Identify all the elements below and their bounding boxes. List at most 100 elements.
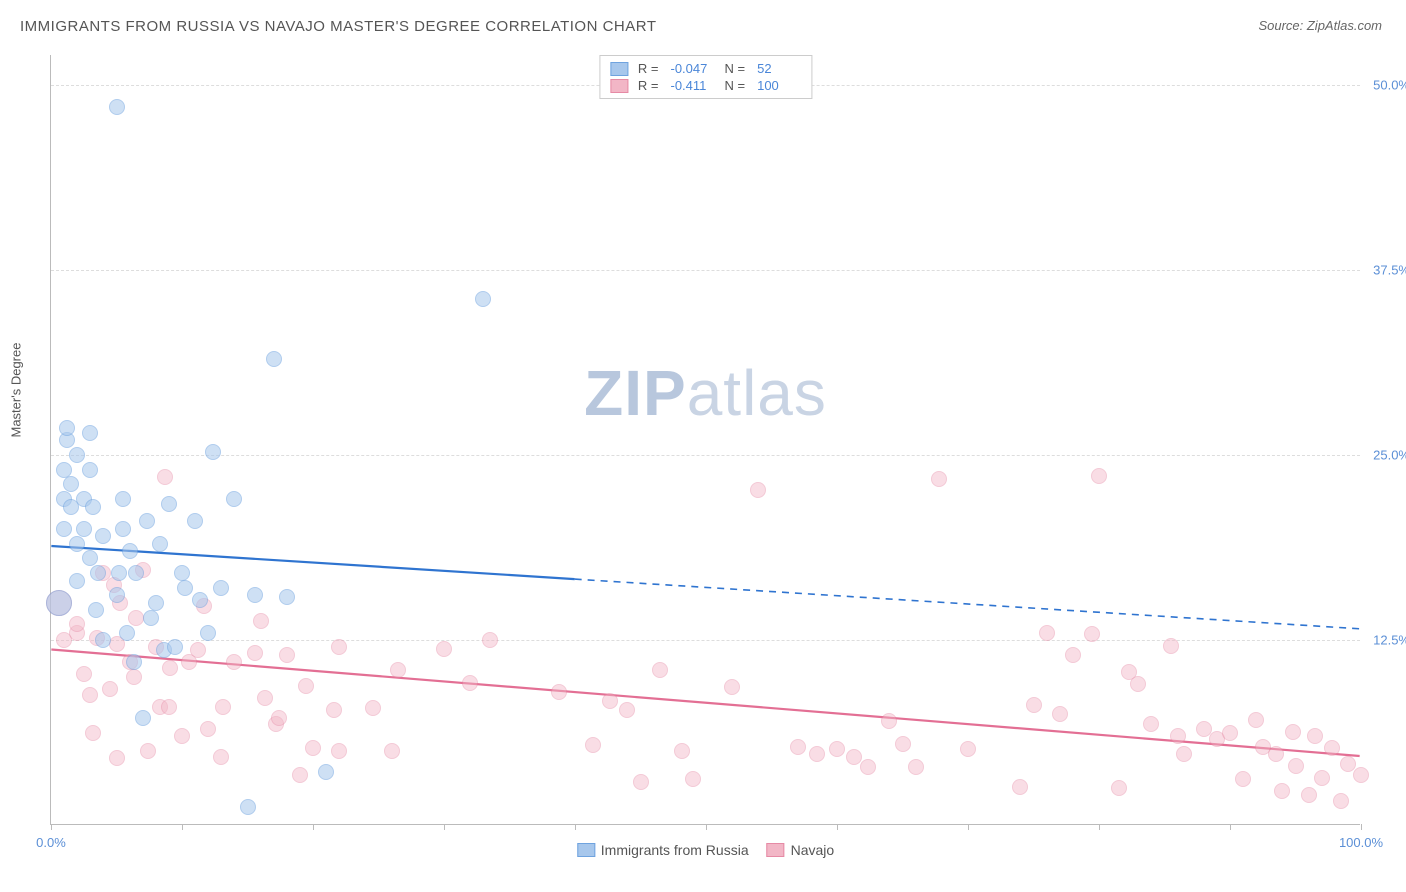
series-b-name: Navajo — [791, 842, 835, 858]
n-value-a: 52 — [757, 61, 801, 76]
data-point-russia — [82, 425, 98, 441]
data-point-navajo — [174, 728, 190, 744]
data-point-navajo — [482, 632, 498, 648]
data-point-navajo — [331, 743, 347, 759]
data-point-navajo — [140, 743, 156, 759]
data-point-navajo — [1163, 638, 1179, 654]
data-point-navajo — [674, 743, 690, 759]
data-point-navajo — [1285, 724, 1301, 740]
data-point-navajo — [85, 725, 101, 741]
r-label: R = — [638, 78, 659, 93]
data-point-russia — [213, 580, 229, 596]
data-point-navajo — [1084, 626, 1100, 642]
data-point-russia — [119, 625, 135, 641]
n-label: N = — [725, 78, 746, 93]
data-point-navajo — [1288, 758, 1304, 774]
data-point-russia — [174, 565, 190, 581]
data-point-russia — [63, 476, 79, 492]
data-point-navajo — [1039, 625, 1055, 641]
data-point-navajo — [226, 654, 242, 670]
x-tick — [1230, 824, 1231, 830]
data-point-navajo — [1111, 780, 1127, 796]
correlation-legend: R = -0.047 N = 52 R = -0.411 N = 100 — [599, 55, 812, 99]
data-point-navajo — [931, 471, 947, 487]
data-point-navajo — [69, 616, 85, 632]
legend-swatch-a2 — [577, 843, 595, 857]
data-point-russia — [88, 602, 104, 618]
data-point-navajo — [1143, 716, 1159, 732]
data-point-navajo — [602, 693, 618, 709]
data-point-navajo — [1065, 647, 1081, 663]
data-point-navajo — [960, 741, 976, 757]
data-point-russia — [115, 491, 131, 507]
chart-title: IMMIGRANTS FROM RUSSIA VS NAVAJO MASTER'… — [20, 18, 657, 35]
data-point-navajo — [895, 736, 911, 752]
data-point-russia — [192, 592, 208, 608]
n-label: N = — [725, 61, 746, 76]
data-point-navajo — [829, 741, 845, 757]
data-point-russia — [152, 536, 168, 552]
y-tick-label: 50.0% — [1362, 77, 1406, 92]
legend-item-b: Navajo — [767, 842, 835, 858]
series-legend: Immigrants from Russia Navajo — [577, 842, 834, 858]
x-tick — [575, 824, 576, 830]
data-point-russia — [69, 447, 85, 463]
data-point-navajo — [126, 669, 142, 685]
gridline — [51, 270, 1360, 271]
data-point-navajo — [790, 739, 806, 755]
legend-row-a: R = -0.047 N = 52 — [610, 60, 801, 77]
data-point-navajo — [750, 482, 766, 498]
y-axis-label: Master's Degree — [9, 343, 24, 438]
r-label: R = — [638, 61, 659, 76]
data-point-navajo — [1235, 771, 1251, 787]
data-point-navajo — [724, 679, 740, 695]
data-point-navajo — [161, 699, 177, 715]
data-point-russia — [69, 536, 85, 552]
x-tick — [1361, 824, 1362, 830]
data-point-navajo — [1012, 779, 1028, 795]
data-point-navajo — [1333, 793, 1349, 809]
data-point-russia — [177, 580, 193, 596]
data-point-navajo — [1176, 746, 1192, 762]
y-tick-label: 25.0% — [1362, 447, 1406, 462]
data-point-navajo — [1353, 767, 1369, 783]
trendline-solid — [51, 649, 1359, 755]
x-tick-label: 100.0% — [1339, 835, 1383, 850]
data-point-russia — [82, 462, 98, 478]
data-point-russia — [46, 590, 72, 616]
data-point-navajo — [82, 687, 98, 703]
x-tick — [51, 824, 52, 830]
data-point-navajo — [1307, 728, 1323, 744]
data-point-navajo — [200, 721, 216, 737]
data-point-russia — [266, 351, 282, 367]
data-point-russia — [115, 521, 131, 537]
gridline — [51, 455, 1360, 456]
data-point-navajo — [619, 702, 635, 718]
legend-swatch-b — [610, 79, 628, 93]
data-point-navajo — [1222, 725, 1238, 741]
data-point-navajo — [1274, 783, 1290, 799]
data-point-russia — [90, 565, 106, 581]
data-point-navajo — [652, 662, 668, 678]
data-point-navajo — [384, 743, 400, 759]
data-point-navajo — [102, 681, 118, 697]
data-point-navajo — [271, 710, 287, 726]
data-point-navajo — [1091, 468, 1107, 484]
data-point-navajo — [881, 713, 897, 729]
data-point-russia — [111, 565, 127, 581]
x-tick — [444, 824, 445, 830]
data-point-russia — [109, 587, 125, 603]
x-tick — [706, 824, 707, 830]
data-point-navajo — [1268, 746, 1284, 762]
x-tick — [968, 824, 969, 830]
data-point-navajo — [247, 645, 263, 661]
data-point-russia — [205, 444, 221, 460]
data-point-russia — [59, 420, 75, 436]
data-point-navajo — [860, 759, 876, 775]
data-point-navajo — [109, 750, 125, 766]
x-tick — [182, 824, 183, 830]
data-point-russia — [122, 543, 138, 559]
legend-item-a: Immigrants from Russia — [577, 842, 749, 858]
data-point-navajo — [846, 749, 862, 765]
trendline-dashed — [575, 579, 1360, 629]
